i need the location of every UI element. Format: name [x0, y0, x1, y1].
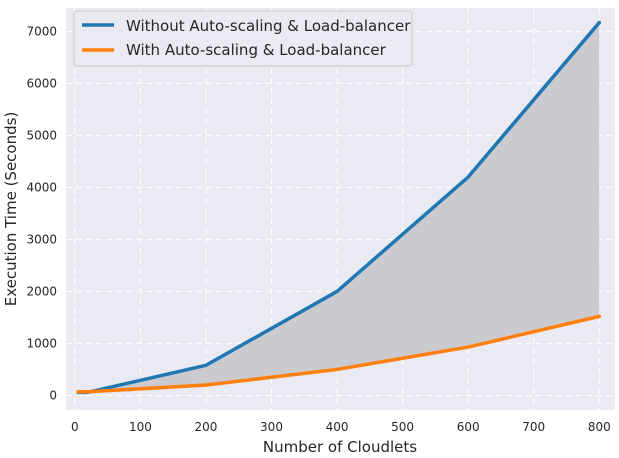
x-tick-label: 200 [195, 420, 218, 434]
x-tick-label: 400 [326, 420, 349, 434]
y-tick-label: 4000 [26, 180, 57, 194]
legend-box [73, 10, 413, 67]
x-tick-label: 700 [522, 420, 545, 434]
x-tick-label: 100 [129, 420, 152, 434]
legend: Without Auto-scaling & Load-balancer Wit… [73, 10, 413, 67]
y-axis-title: Execution Time (Seconds) [2, 112, 20, 307]
y-tick-label: 0 [49, 388, 57, 402]
x-tick-label: 0 [71, 420, 79, 434]
x-tick-label: 500 [391, 420, 414, 434]
fill-between-area [78, 22, 600, 393]
series-line-1 [76, 314, 602, 394]
y-tick-label: 2000 [26, 284, 57, 298]
series-lines [76, 20, 602, 395]
y-tick-label: 3000 [26, 232, 57, 246]
y-tick-label: 5000 [26, 128, 57, 142]
y-tick-label: 6000 [26, 76, 57, 90]
x-axis-title: Number of Cloudlets [263, 438, 417, 456]
x-tick-label: 600 [457, 420, 480, 434]
x-tick-labels: 0 100 200 300 400 500 600 700 800 [71, 420, 611, 434]
legend-label-without-autoscaling: Without Auto-scaling & Load-balancer [126, 17, 411, 35]
legend-label-with-autoscaling: With Auto-scaling & Load-balancer [126, 41, 387, 59]
y-tick-labels: 0 1000 2000 3000 4000 5000 6000 7000 [26, 24, 57, 402]
y-tick-label: 7000 [26, 24, 57, 38]
x-tick-label: 300 [260, 420, 283, 434]
gap-area [78, 22, 600, 393]
x-tick-label: 800 [588, 420, 611, 434]
y-tick-label: 1000 [26, 336, 57, 350]
